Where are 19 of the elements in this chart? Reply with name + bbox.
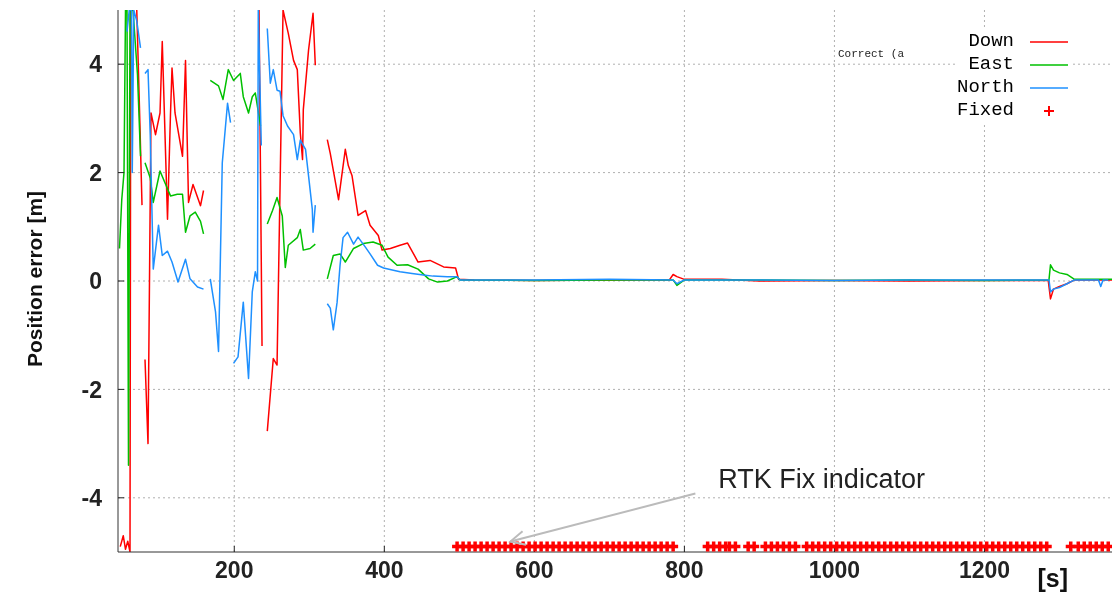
legend-label: Fixed bbox=[956, 99, 1014, 122]
x-tick-label: 200 bbox=[215, 557, 254, 584]
x-axis-title: [s] bbox=[1037, 564, 1069, 593]
x-tick-label: 400 bbox=[365, 557, 404, 584]
y-tick-label: -4 bbox=[81, 484, 103, 511]
annotation: Correct (a bbox=[838, 48, 905, 60]
y-tick-label: 2 bbox=[89, 159, 102, 186]
legend-label: East bbox=[968, 53, 1014, 76]
y-tick-label: 0 bbox=[89, 268, 102, 295]
x-tick-label: 600 bbox=[515, 557, 554, 584]
x-tick-label: 1000 bbox=[808, 557, 861, 584]
x-tick-label: 1200 bbox=[958, 557, 1011, 584]
x-tick-label: 800 bbox=[665, 557, 704, 584]
y-tick-label: -2 bbox=[81, 376, 102, 403]
y-axis-title: Position error [m] bbox=[23, 189, 47, 370]
legend-label: North bbox=[956, 76, 1014, 99]
y-tick-label: 4 bbox=[89, 51, 103, 78]
legend-label: Down bbox=[968, 30, 1014, 53]
annotation: RTK Fix indicator bbox=[718, 463, 925, 495]
